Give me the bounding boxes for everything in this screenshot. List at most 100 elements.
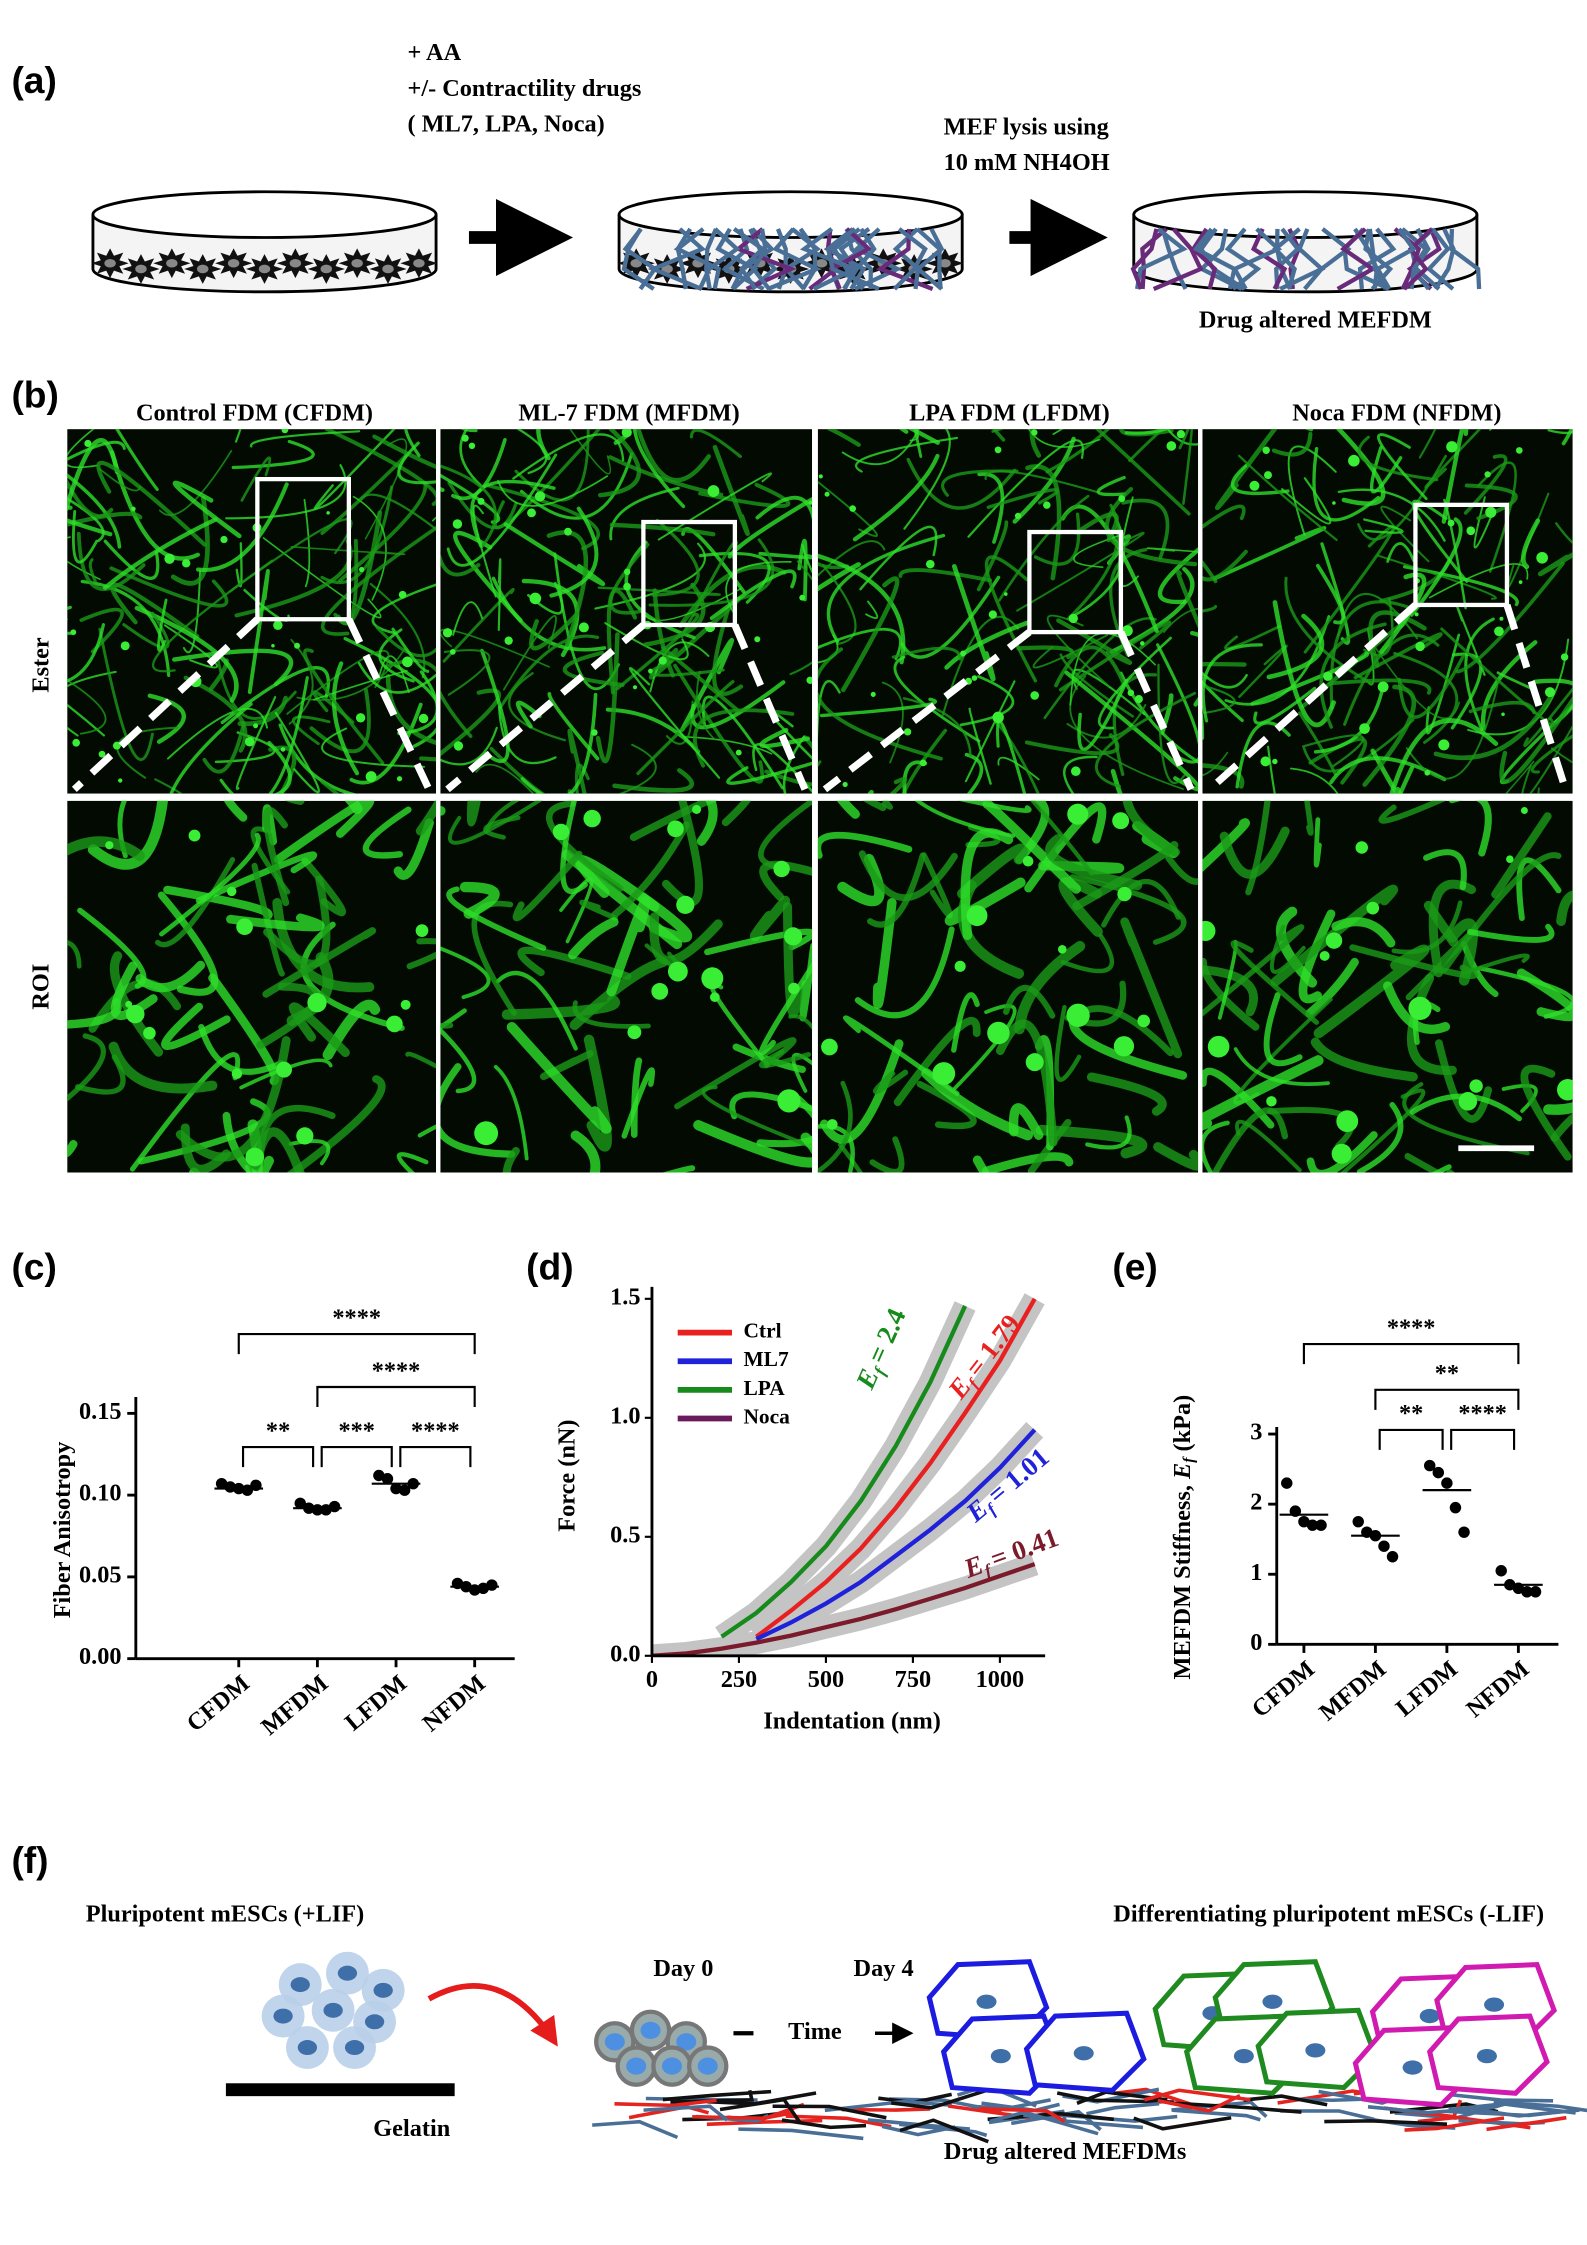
title: Pluripotent mESCs (+LIF): [86, 1901, 364, 1928]
fiber: [617, 743, 657, 794]
blob: [1319, 950, 1330, 961]
fiber: [1353, 632, 1443, 680]
fiber: [147, 693, 186, 744]
fiber: [957, 843, 1028, 899]
data-point: [1378, 1540, 1390, 1552]
fiber: [994, 720, 1040, 794]
fiber: [1304, 800, 1314, 836]
fiber: [893, 227, 928, 291]
fiber: [1266, 613, 1325, 680]
blob: [1003, 592, 1008, 596]
fiber: [1550, 747, 1573, 764]
fiber: [88, 558, 97, 583]
fiber: [320, 780, 340, 794]
fiber: [466, 800, 481, 827]
fiber: [440, 1008, 467, 1030]
fiber: [597, 429, 642, 498]
data-point: [241, 1484, 254, 1496]
fiber: [1073, 535, 1120, 568]
blob: [188, 829, 201, 842]
fiber: [1456, 606, 1486, 676]
fiber: [704, 928, 813, 956]
stem-nucleus: [323, 2002, 343, 2018]
blob: [84, 439, 92, 448]
fiber: [913, 429, 923, 458]
fiber: [1547, 429, 1573, 435]
data-point: [1495, 1565, 1507, 1577]
blob: [842, 781, 848, 788]
x-tick-label: CFDM: [1247, 1655, 1320, 1723]
blob: [1469, 1079, 1483, 1093]
blob: [118, 778, 123, 783]
differentiated-nucleus: [1402, 2060, 1423, 2075]
fiber: [292, 715, 331, 746]
blob: [1447, 519, 1455, 527]
fiber: [817, 561, 849, 570]
blob: [651, 982, 669, 1000]
fiber: [898, 568, 992, 583]
fiber: [1521, 518, 1541, 570]
blob: [1207, 1035, 1230, 1058]
fiber: [1303, 227, 1352, 291]
blob: [591, 729, 598, 736]
x-tick-label: 1000: [976, 1666, 1025, 1693]
significance-label: **: [266, 1417, 290, 1444]
differentiated-nucleus: [1305, 2043, 1326, 2058]
fiber: [1313, 944, 1430, 1039]
fiber: [79, 607, 124, 654]
data-point: [486, 1579, 498, 1591]
dish: [617, 190, 964, 294]
fiber: [1157, 547, 1199, 605]
panel-label: (d): [526, 1246, 573, 1288]
fiber: [163, 624, 219, 669]
fiber: [893, 655, 981, 743]
fiber: [1235, 1119, 1302, 1173]
nucleus: [166, 258, 178, 268]
fiber: [1016, 645, 1075, 660]
fiber: [750, 228, 771, 291]
fiber: [446, 886, 547, 951]
matrix-fiber: [592, 2119, 679, 2140]
fiber: [303, 648, 385, 765]
fiber: [858, 850, 958, 902]
blob: [1501, 712, 1505, 717]
panel-label: (c): [11, 1246, 56, 1288]
fiber: [1467, 923, 1555, 943]
x-tick-label: CFDM: [182, 1670, 255, 1738]
fiber: [819, 1039, 904, 1144]
fiber: [562, 650, 625, 687]
fiber: [797, 538, 808, 602]
fiber: [1124, 429, 1170, 435]
fiber: [1202, 643, 1263, 723]
y-tick-label: 0.0: [610, 1640, 640, 1667]
y-tick-label: 1.5: [610, 1283, 640, 1310]
fiber: [471, 900, 517, 1016]
blob: [226, 886, 237, 897]
fiber: [826, 533, 946, 643]
data-point: [320, 1504, 332, 1516]
blob: [281, 429, 289, 434]
significance-bracket: [320, 1445, 393, 1468]
data-point: [1424, 1459, 1436, 1472]
fiber: [1418, 429, 1437, 459]
fiber: [273, 800, 375, 864]
fiber: [1233, 1047, 1330, 1086]
blob: [1499, 616, 1504, 621]
matrix-fiber: [1448, 2102, 1576, 2115]
fiber: [789, 560, 813, 676]
fiber: [1448, 800, 1492, 857]
fiber: [712, 444, 750, 537]
x-tick-label: LFDM: [340, 1670, 412, 1737]
fiber: [1516, 968, 1573, 1022]
significance-bracket: [399, 1445, 472, 1468]
fiber: [67, 1033, 106, 1102]
blob: [1140, 641, 1145, 646]
fiber: [67, 670, 117, 737]
blob: [1176, 430, 1186, 439]
fit-value: = 2.4: [862, 1304, 912, 1368]
fiber: [1033, 512, 1081, 566]
fiber: [1202, 671, 1248, 689]
fiber: [1393, 651, 1459, 744]
blob: [954, 960, 966, 972]
day0-nucleus: [626, 2057, 647, 2075]
